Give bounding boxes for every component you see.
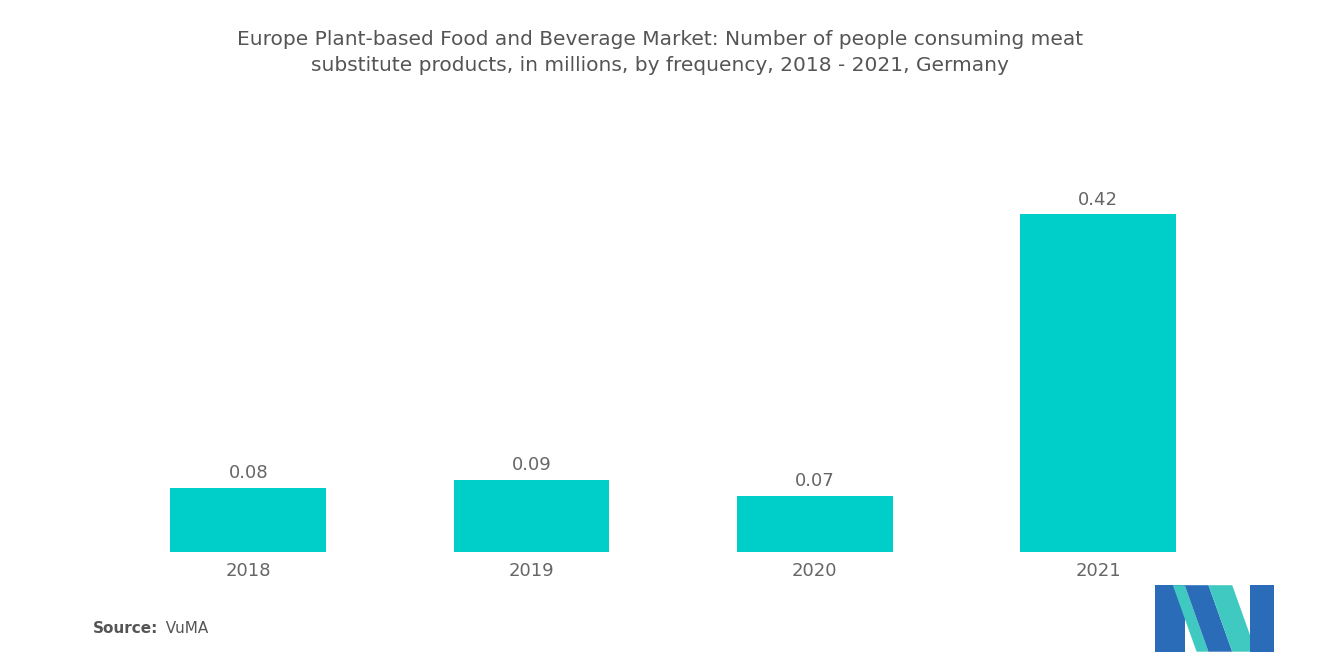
Bar — [737, 495, 892, 552]
Text: 0.42: 0.42 — [1078, 191, 1118, 209]
Bar — [454, 479, 610, 552]
Polygon shape — [1155, 585, 1185, 652]
Text: VuMA: VuMA — [156, 621, 209, 636]
Text: 0.09: 0.09 — [512, 456, 552, 474]
Polygon shape — [1185, 585, 1233, 652]
Polygon shape — [1172, 585, 1209, 652]
Bar — [170, 487, 326, 552]
Bar — [1020, 214, 1176, 552]
Text: 0.08: 0.08 — [228, 464, 268, 482]
Text: Source:: Source: — [92, 621, 158, 636]
Polygon shape — [1250, 585, 1274, 652]
Polygon shape — [1209, 585, 1257, 652]
Text: 0.07: 0.07 — [795, 472, 834, 490]
Text: Europe Plant-based Food and Beverage Market: Number of people consuming meat
sub: Europe Plant-based Food and Beverage Mar… — [236, 30, 1084, 75]
